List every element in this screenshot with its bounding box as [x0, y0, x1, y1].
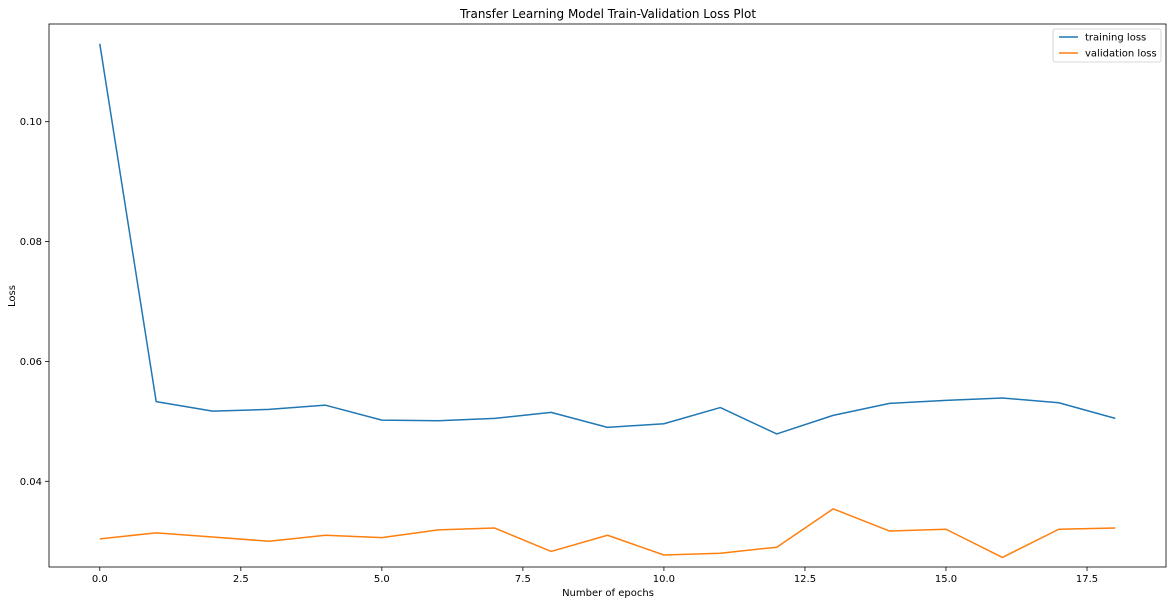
- legend-label: training loss: [1085, 33, 1146, 44]
- y-tick-label: 0.04: [20, 477, 42, 488]
- y-axis-label: Loss: [7, 285, 18, 307]
- series-layer: [99, 43, 1116, 559]
- x-tick-label: 7.5: [515, 574, 531, 585]
- x-tick-label: 0.0: [92, 574, 108, 585]
- y-tick-label: 0.10: [20, 117, 42, 128]
- y-tick-label: 0.08: [20, 237, 42, 248]
- legend-box: [1052, 28, 1162, 63]
- x-tick-label: 10.0: [653, 574, 675, 585]
- x-tick-label: 2.5: [233, 574, 249, 585]
- plot-area: [48, 23, 1167, 568]
- y-axis: 0.04 0.06 0.08 0.10: [20, 117, 49, 488]
- x-tick-label: 17.5: [1076, 574, 1098, 585]
- x-tick-label: 12.5: [794, 574, 816, 585]
- series-line-validation-loss: [99, 508, 1116, 559]
- x-axis-label: Number of epochs: [562, 588, 654, 599]
- series-line-training-loss: [99, 43, 1116, 435]
- y-tick-label: 0.06: [20, 357, 42, 368]
- chart-title: Transfer Learning Model Train-Validation…: [459, 7, 756, 21]
- x-tick-label: 15.0: [935, 574, 957, 585]
- x-tick-label: 5.0: [374, 574, 390, 585]
- legend: training loss validation loss: [1052, 28, 1162, 63]
- legend-label: validation loss: [1085, 49, 1157, 60]
- x-axis: 0.0 2.5 5.0 7.5 10.0 12.5 15.0 17.5: [92, 567, 1098, 585]
